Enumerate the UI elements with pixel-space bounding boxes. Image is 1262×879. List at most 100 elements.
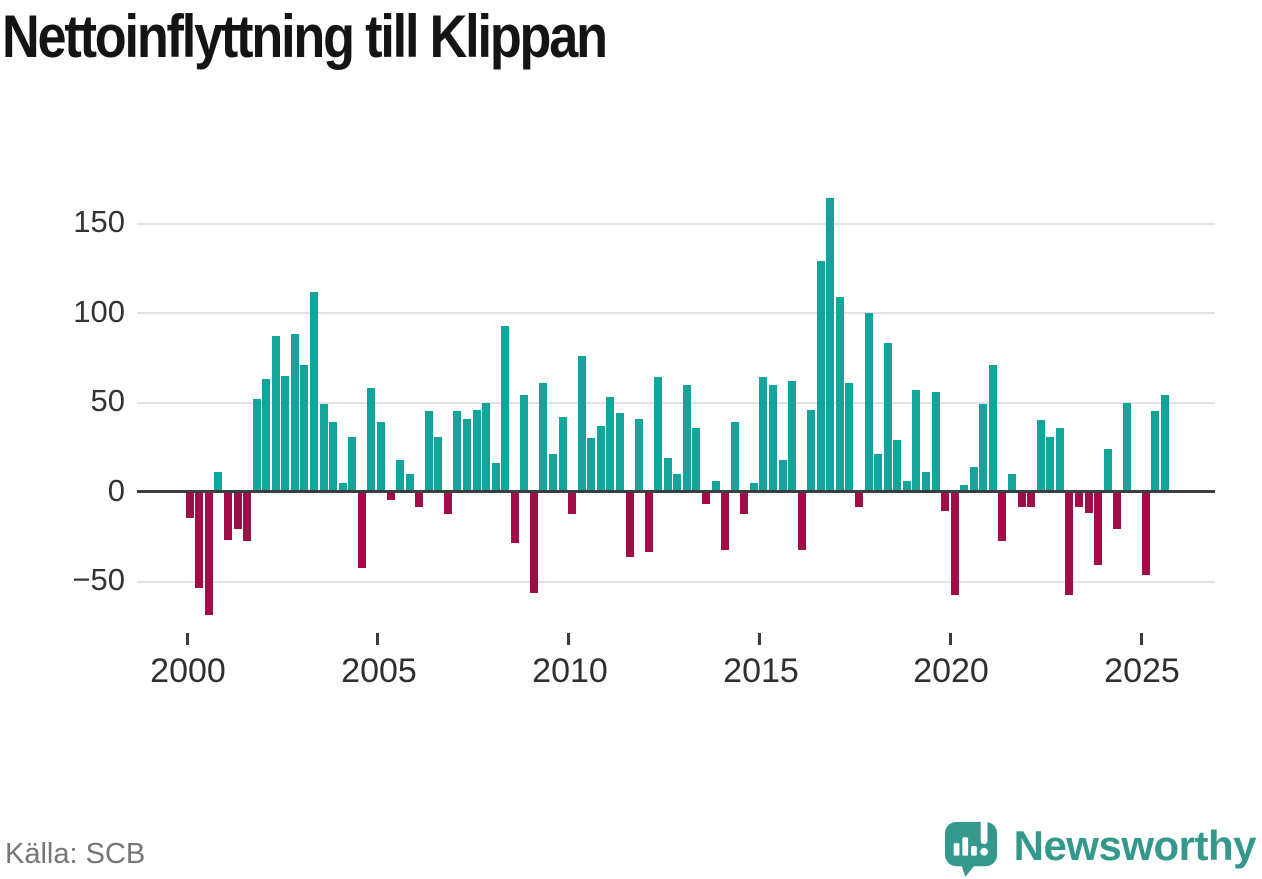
bar-2022-Q1	[1027, 493, 1036, 508]
bar-2010-Q2	[577, 355, 586, 492]
x-tick-2005	[376, 633, 380, 645]
bar-2015-Q2	[768, 384, 777, 492]
brand-name: Newsworthy	[1013, 822, 1257, 869]
bar-2003-Q1	[300, 364, 309, 492]
bar-2005-Q3	[396, 459, 405, 492]
bar-2013-Q1	[682, 384, 691, 492]
bar-2008-Q3	[510, 493, 519, 544]
bar-2012-Q1	[644, 493, 653, 553]
bar-2009-Q2	[539, 382, 548, 492]
bar-2009-Q4	[558, 416, 567, 492]
bar-2017-Q4	[864, 313, 873, 492]
bar-2022-Q4	[1055, 427, 1064, 492]
bar-2022-Q2	[1036, 420, 1045, 492]
bar-2018-Q3	[893, 440, 902, 492]
bar-2017-Q1	[835, 296, 844, 492]
bar-2000-Q3	[204, 493, 213, 615]
x-axis-label-2005: 2005	[341, 652, 417, 690]
source-attribution: Källa: SCB	[5, 838, 146, 870]
x-tick-2010	[567, 633, 571, 645]
bar-2013-Q4	[711, 481, 720, 492]
bar-2021-Q3	[1008, 474, 1017, 492]
bar-2001-Q3	[243, 493, 252, 542]
x-axis-label-2025: 2025	[1104, 652, 1180, 690]
brand-lockup: Newsworthy	[943, 814, 1257, 878]
bar-2024-Q1	[1103, 449, 1112, 492]
bar-2016-Q2	[807, 409, 816, 492]
bar-2005-Q4	[405, 474, 414, 492]
bar-2002-Q3	[281, 375, 290, 492]
y-axis-label-100: 100	[73, 294, 125, 329]
bar-2004-Q3	[357, 493, 366, 569]
bar-2000-Q4	[214, 472, 223, 492]
bar-2011-Q3	[625, 493, 634, 558]
bar-2012-Q3	[663, 457, 672, 492]
bar-2024-Q3	[1122, 402, 1131, 492]
bar-2025-Q1	[1141, 493, 1150, 576]
bar-2016-Q3	[816, 261, 825, 492]
x-axis-label-2015: 2015	[723, 652, 799, 690]
bar-2007-Q4	[482, 402, 491, 492]
bar-2008-Q2	[501, 325, 510, 492]
x-axis-label-2020: 2020	[913, 652, 989, 690]
bar-2006-Q4	[443, 493, 452, 515]
bar-2019-Q2	[921, 472, 930, 492]
bar-2003-Q2	[310, 291, 318, 492]
bar-2023-Q3	[1084, 493, 1093, 513]
bar-2004-Q2	[348, 436, 357, 492]
bar-2007-Q1	[453, 411, 462, 492]
bar-2001-Q2	[233, 493, 242, 529]
bar-2000-Q2	[195, 493, 204, 588]
bar-2019-Q4	[941, 493, 950, 511]
bar-2021-Q2	[998, 493, 1007, 542]
bar-2021-Q1	[988, 364, 997, 492]
bar-2021-Q4	[1017, 493, 1026, 508]
bar-2004-Q1	[338, 483, 347, 492]
bar-2020-Q4	[979, 404, 988, 492]
gridline--50	[137, 580, 1215, 583]
y-axis-label-neg50: −50	[72, 562, 125, 597]
bar-2019-Q1	[912, 389, 921, 492]
y-axis-label-150: 150	[73, 204, 125, 239]
newsworthy-logo-icon	[944, 816, 997, 877]
bar-2015-Q1	[759, 377, 768, 492]
y-axis-label-50: 50	[90, 383, 125, 418]
y-axis-label-0: 0	[107, 473, 125, 508]
bar-2018-Q1	[874, 454, 883, 492]
plot-area: 2000 2005 2010 2015 2020 2025	[137, 190, 1215, 710]
bar-2008-Q4	[520, 395, 529, 492]
x-axis-zero-line	[137, 490, 1215, 493]
x-tick-2000	[185, 633, 189, 645]
gridline-100	[137, 312, 1215, 314]
bar-2007-Q3	[472, 409, 481, 492]
bar-2006-Q1	[415, 493, 424, 508]
bar-2001-Q1	[223, 493, 232, 540]
bar-2022-Q3	[1046, 436, 1055, 492]
bar-2010-Q1	[568, 493, 577, 515]
bar-2014-Q2	[730, 422, 739, 492]
bar-2018-Q4	[902, 481, 911, 492]
bar-2003-Q4	[329, 422, 338, 492]
bar-2014-Q3	[740, 493, 749, 515]
bar-2001-Q4	[252, 398, 261, 492]
bar-2007-Q2	[462, 418, 471, 492]
bar-2014-Q1	[721, 493, 730, 551]
bar-2025-Q3	[1161, 395, 1170, 492]
bar-2010-Q4	[596, 425, 605, 492]
gridline-150	[137, 222, 1215, 225]
bar-2018-Q2	[883, 343, 892, 492]
bar-2011-Q4	[635, 418, 644, 492]
bar-2012-Q2	[654, 377, 663, 492]
bar-2020-Q1	[950, 493, 959, 596]
bar-2011-Q1	[606, 397, 615, 492]
bar-2013-Q3	[702, 493, 711, 504]
bar-2011-Q2	[615, 413, 624, 492]
bar-2024-Q2	[1113, 493, 1122, 529]
x-tick-2015	[757, 633, 761, 645]
bar-2009-Q3	[549, 454, 558, 492]
bar-2025-Q2	[1151, 411, 1160, 492]
bar-2012-Q4	[673, 474, 682, 492]
bar-2006-Q3	[434, 436, 443, 492]
bar-2014-Q4	[749, 483, 758, 492]
bar-2005-Q1	[376, 422, 385, 492]
